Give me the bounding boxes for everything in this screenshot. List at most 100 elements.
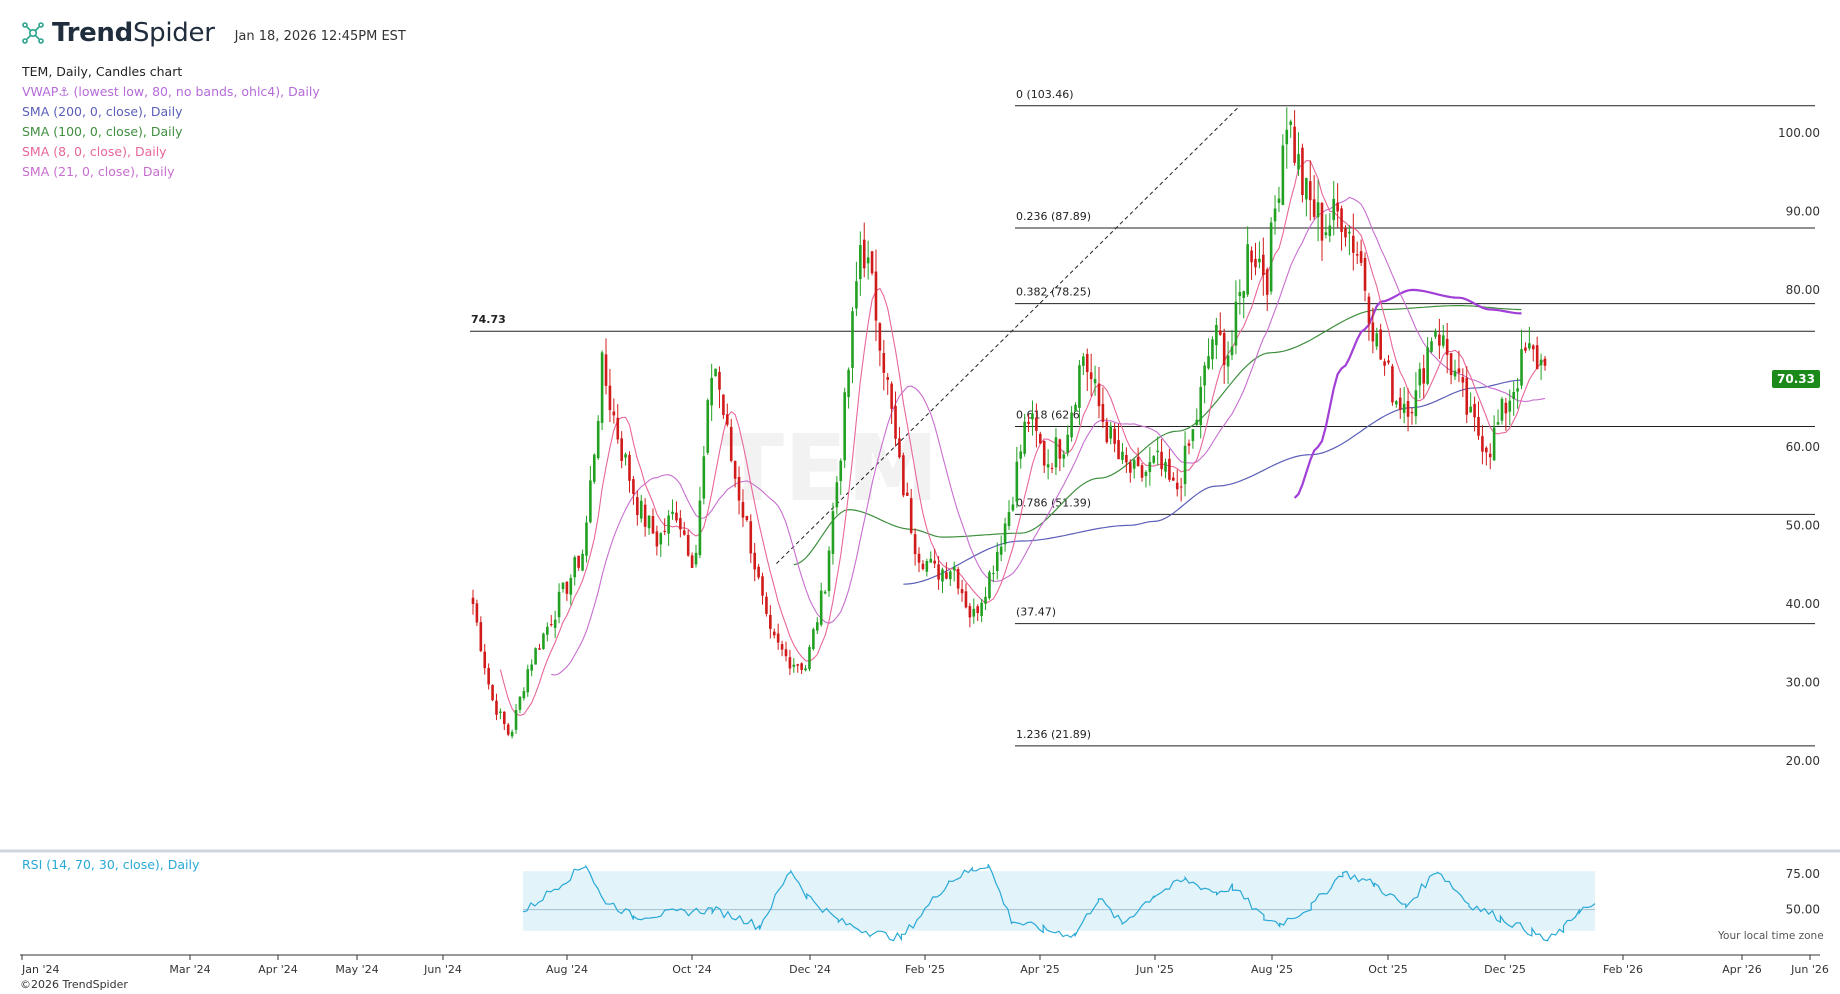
candle-body bbox=[702, 456, 706, 499]
candle-body bbox=[643, 504, 647, 527]
symbol-watermark: TEM bbox=[721, 415, 938, 522]
rsi-tick-0: 50.00 bbox=[1786, 903, 1820, 917]
brand-header: TrendSpider Jan 18, 2026 12:45PM EST bbox=[20, 18, 406, 48]
candle-body bbox=[538, 648, 541, 650]
candle-body bbox=[968, 606, 972, 618]
candle-body bbox=[1277, 198, 1281, 203]
candle-body bbox=[667, 515, 670, 534]
candle-body bbox=[502, 711, 506, 724]
candle-body bbox=[1042, 440, 1046, 466]
candle-body bbox=[1265, 269, 1269, 295]
candle-body bbox=[1117, 440, 1120, 460]
candle-body bbox=[874, 271, 878, 321]
price-tick-7: 100.00 bbox=[1778, 126, 1820, 140]
candle-body bbox=[886, 377, 890, 380]
candle-body bbox=[757, 566, 760, 578]
candle-body bbox=[999, 546, 1003, 555]
candle-body bbox=[800, 663, 803, 670]
fib-label-6: 1.236 (21.89) bbox=[1016, 728, 1091, 741]
candle-body bbox=[659, 533, 663, 545]
candle-body bbox=[1340, 208, 1343, 233]
candle-body bbox=[1222, 332, 1226, 365]
candle-body bbox=[549, 624, 553, 626]
candle-body bbox=[1242, 291, 1246, 298]
sma-21-line bbox=[551, 196, 1546, 676]
rsi-panel: 50.00 75.00 bbox=[0, 849, 1840, 942]
candle-body bbox=[1281, 145, 1285, 205]
candle-body bbox=[729, 426, 733, 461]
candle-body bbox=[1046, 464, 1050, 468]
candle-body bbox=[1434, 331, 1437, 337]
candle-body bbox=[1508, 400, 1512, 412]
candle-body bbox=[1246, 244, 1249, 295]
time-tick-4: Jun '24 bbox=[423, 963, 462, 976]
candle-body bbox=[1207, 356, 1210, 369]
candle-body bbox=[1402, 403, 1406, 413]
trendline[interactable] bbox=[776, 105, 1241, 565]
candle-body bbox=[675, 512, 678, 521]
timestamp: Jan 18, 2026 12:45PM EST bbox=[234, 28, 406, 44]
candle-body bbox=[1481, 436, 1484, 452]
candle-body bbox=[1164, 462, 1167, 472]
price-tick-1: 30.00 bbox=[1786, 675, 1820, 689]
candle-body bbox=[639, 500, 643, 519]
candle-body bbox=[1375, 333, 1379, 347]
vwap-path bbox=[1293, 288, 1522, 499]
candle-body bbox=[1441, 335, 1445, 346]
candle-body bbox=[682, 530, 686, 535]
candle-body bbox=[1152, 456, 1156, 463]
time-tick-14: Feb '26 bbox=[1603, 963, 1643, 976]
candle-body bbox=[992, 573, 995, 575]
candle-body bbox=[604, 354, 608, 386]
candle-body bbox=[1430, 341, 1433, 352]
candle-body bbox=[909, 498, 913, 533]
candle-body bbox=[1050, 467, 1054, 469]
sma-8-path bbox=[499, 160, 1546, 716]
legend-item-sma8[interactable]: SMA (8, 0, close), Daily bbox=[22, 144, 167, 159]
time-tick-15: Apr '26 bbox=[1722, 963, 1762, 976]
candle-body bbox=[522, 691, 526, 699]
candle-body bbox=[929, 558, 933, 563]
legend-item-vwap[interactable]: VWAP⚓ (lowest low, 80, no bands, ohlc4),… bbox=[22, 84, 320, 99]
candle-body bbox=[698, 500, 702, 556]
candle-body bbox=[1414, 390, 1418, 417]
candle-body bbox=[772, 631, 776, 636]
candle-body bbox=[925, 561, 929, 572]
candle-body bbox=[1089, 372, 1093, 380]
candle-body bbox=[862, 239, 866, 269]
candle-body bbox=[855, 281, 858, 309]
candle-body bbox=[651, 516, 655, 534]
candle-body bbox=[475, 603, 479, 623]
candle-body bbox=[1293, 126, 1296, 163]
horizontal-line-label: 74.73 bbox=[471, 313, 506, 326]
sma-21-path bbox=[551, 196, 1546, 676]
legend-item-sma100[interactable]: SMA (100, 0, close), Daily bbox=[22, 124, 183, 139]
candle-body bbox=[620, 438, 623, 461]
candle-body bbox=[1500, 398, 1504, 421]
price-tick-5: 80.00 bbox=[1786, 283, 1820, 297]
candle-body bbox=[686, 535, 690, 556]
fib-label-1: 0.236 (87.89) bbox=[1016, 210, 1091, 223]
candle-body bbox=[1348, 231, 1351, 234]
legend-item-sma200[interactable]: SMA (200, 0, close), Daily bbox=[22, 104, 183, 119]
candlesticks bbox=[471, 107, 1547, 739]
price-tick-0: 20.00 bbox=[1786, 754, 1820, 768]
candle-body bbox=[898, 438, 901, 458]
candle-body bbox=[679, 518, 682, 530]
candle-body bbox=[510, 731, 514, 737]
candle-body bbox=[624, 454, 627, 458]
candle-body bbox=[761, 576, 764, 596]
candle-body bbox=[1273, 208, 1277, 222]
candle-body bbox=[765, 596, 768, 614]
rsi-legend[interactable]: RSI (14, 70, 30, close), Daily bbox=[22, 857, 200, 872]
candle-body bbox=[581, 553, 584, 571]
candle-body bbox=[737, 477, 741, 501]
legend-item-sma21[interactable]: SMA (21, 0, close), Daily bbox=[22, 164, 175, 179]
candle-body bbox=[749, 521, 753, 554]
candle-body bbox=[851, 311, 854, 368]
time-tick-10: Jun '25 bbox=[1135, 963, 1174, 976]
candle-body bbox=[1058, 439, 1062, 459]
candle-body bbox=[1172, 477, 1175, 481]
candle-body bbox=[1445, 338, 1449, 355]
